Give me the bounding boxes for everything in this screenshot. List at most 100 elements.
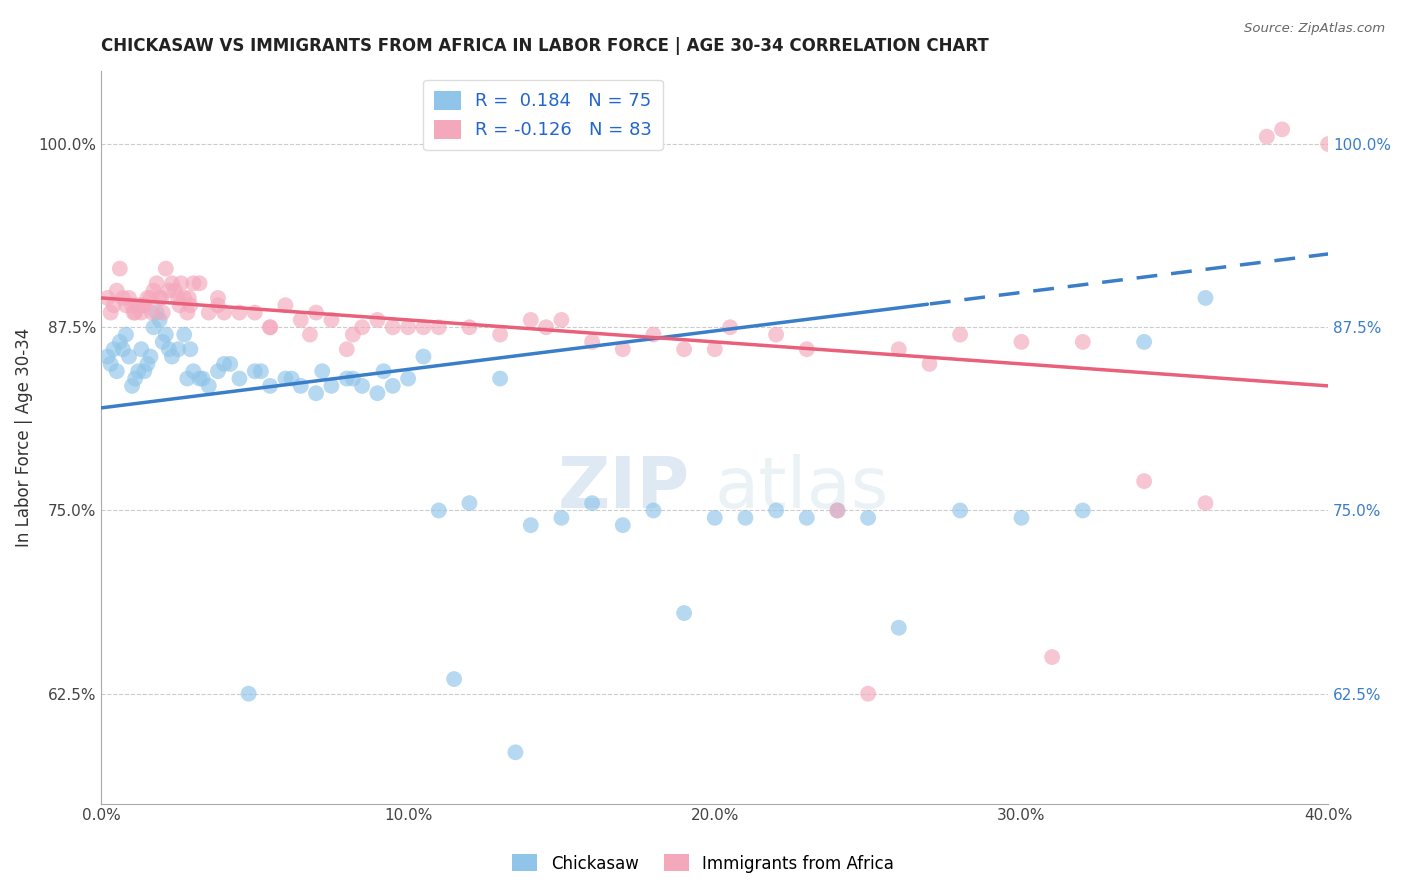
Point	[157, 343, 180, 357]
Point	[520, 518, 543, 533]
Point	[96, 350, 118, 364]
Point	[1271, 122, 1294, 136]
Point	[443, 672, 465, 686]
Point	[581, 496, 603, 510]
Point	[352, 320, 374, 334]
Point	[207, 291, 229, 305]
Point	[207, 298, 229, 312]
Point	[197, 379, 219, 393]
Point	[827, 503, 849, 517]
Point	[520, 313, 543, 327]
Point	[673, 343, 696, 357]
Point	[212, 305, 235, 319]
Point	[796, 510, 818, 524]
Point	[163, 284, 186, 298]
Point	[396, 320, 419, 334]
Point	[290, 379, 312, 393]
Point	[145, 277, 167, 291]
Point	[127, 364, 149, 378]
Text: atlas: atlas	[714, 454, 889, 523]
Point	[173, 327, 195, 342]
Point	[191, 371, 214, 385]
Point	[183, 364, 205, 378]
Point	[103, 298, 125, 312]
Point	[167, 291, 190, 305]
Point	[149, 313, 172, 327]
Point	[105, 284, 128, 298]
Point	[100, 305, 122, 319]
Text: ZIP: ZIP	[558, 454, 690, 523]
Point	[734, 510, 756, 524]
Point	[145, 305, 167, 319]
Point	[157, 284, 180, 298]
Point	[103, 343, 125, 357]
Point	[342, 327, 364, 342]
Point	[949, 327, 972, 342]
Point	[321, 379, 343, 393]
Point	[1317, 136, 1340, 151]
Point	[188, 371, 211, 385]
Point	[1010, 510, 1032, 524]
Point	[139, 350, 162, 364]
Point	[129, 343, 152, 357]
Point	[489, 327, 512, 342]
Point	[305, 305, 328, 319]
Point	[177, 291, 200, 305]
Point	[274, 371, 297, 385]
Point	[458, 320, 481, 334]
Point	[612, 518, 634, 533]
Point	[856, 687, 879, 701]
Point	[949, 503, 972, 517]
Point	[381, 379, 404, 393]
Point	[212, 357, 235, 371]
Point	[550, 510, 572, 524]
Point	[280, 371, 302, 385]
Point	[290, 313, 312, 327]
Point	[100, 357, 122, 371]
Point	[243, 364, 266, 378]
Text: Source: ZipAtlas.com: Source: ZipAtlas.com	[1244, 22, 1385, 36]
Point	[129, 305, 152, 319]
Point	[412, 320, 434, 334]
Point	[115, 327, 138, 342]
Point	[121, 379, 143, 393]
Point	[274, 298, 297, 312]
Point	[381, 320, 404, 334]
Legend: R =  0.184   N = 75, R = -0.126   N = 83: R = 0.184 N = 75, R = -0.126 N = 83	[423, 79, 664, 150]
Point	[1194, 291, 1216, 305]
Point	[534, 320, 557, 334]
Point	[427, 503, 450, 517]
Point	[219, 357, 242, 371]
Point	[1040, 650, 1063, 665]
Point	[489, 371, 512, 385]
Point	[718, 320, 741, 334]
Point	[765, 503, 787, 517]
Point	[1010, 334, 1032, 349]
Point	[643, 503, 665, 517]
Point	[111, 343, 134, 357]
Point	[111, 291, 134, 305]
Point	[373, 364, 395, 378]
Point	[298, 327, 321, 342]
Point	[352, 379, 374, 393]
Point	[259, 320, 281, 334]
Point	[228, 371, 250, 385]
Point	[188, 277, 211, 291]
Point	[612, 343, 634, 357]
Point	[1071, 503, 1094, 517]
Point	[1194, 496, 1216, 510]
Point	[141, 305, 163, 319]
Y-axis label: In Labor Force | Age 30-34: In Labor Force | Age 30-34	[15, 327, 32, 547]
Point	[581, 334, 603, 349]
Point	[136, 357, 159, 371]
Point	[412, 350, 434, 364]
Point	[108, 261, 131, 276]
Point	[197, 305, 219, 319]
Point	[142, 284, 165, 298]
Point	[321, 313, 343, 327]
Point	[183, 277, 205, 291]
Point	[505, 745, 527, 759]
Point	[118, 350, 141, 364]
Point	[550, 313, 572, 327]
Point	[152, 334, 174, 349]
